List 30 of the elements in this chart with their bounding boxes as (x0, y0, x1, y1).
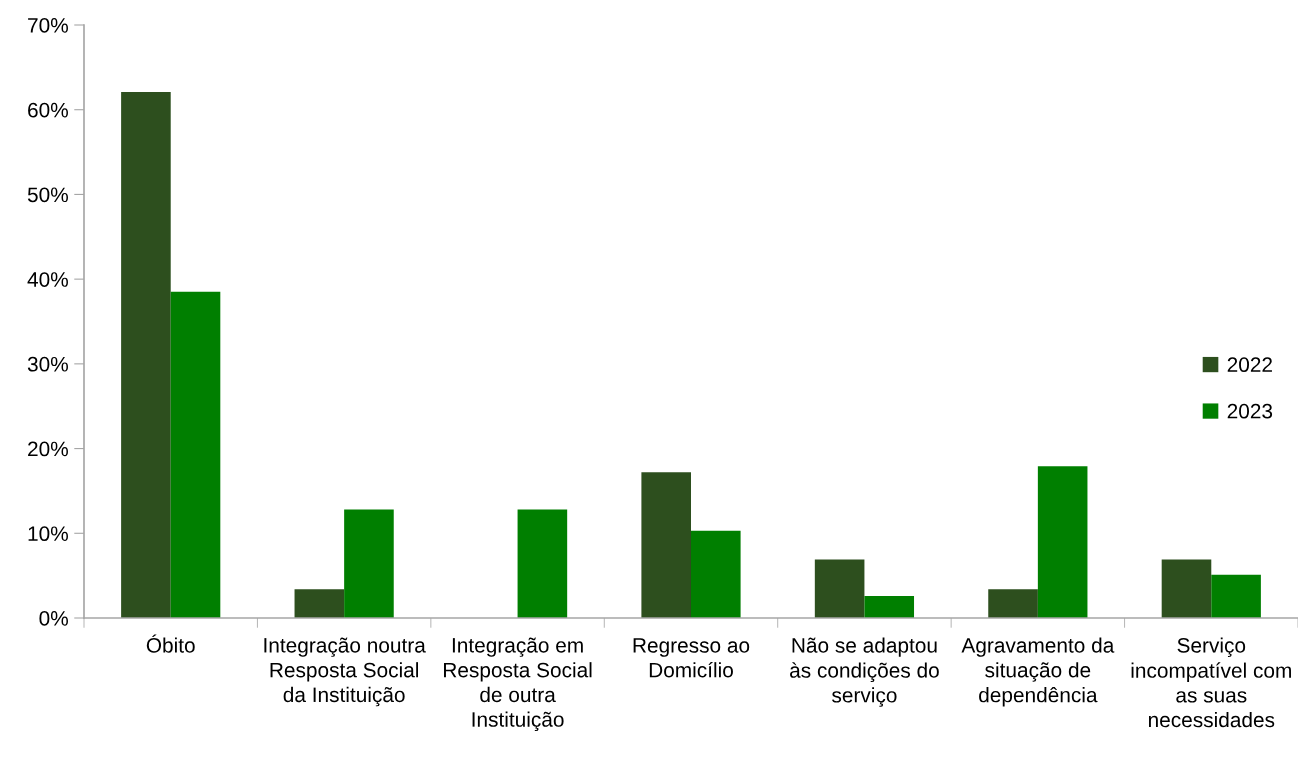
bar (864, 595, 915, 618)
bar (517, 509, 568, 618)
y-tick-label: 30% (27, 356, 68, 372)
x-tick-label: Integração noutra Resposta Social da Instituição (264, 637, 426, 707)
x-tick-label: Não se adaptou às condições do serviço (790, 637, 939, 707)
x-tick-label: Agravamento da situação de dependência (961, 637, 1115, 707)
bar (170, 291, 221, 618)
bar (294, 589, 345, 618)
x-tick-label: Regresso ao Domicílio (633, 638, 750, 678)
y-tick-label: 40% (27, 272, 68, 287)
y-tick-label: 20% (28, 441, 68, 457)
bar (691, 530, 741, 618)
legend-label: 2022 (1227, 357, 1272, 373)
bar (1211, 574, 1261, 618)
y-tick-label: 70% (28, 18, 68, 33)
y-tick-label: 0% (39, 611, 68, 626)
bar (641, 472, 691, 618)
y-tick-label: 50% (27, 187, 68, 203)
y-tick-label: 10% (28, 526, 68, 542)
bar (1161, 559, 1212, 618)
bar (121, 91, 171, 618)
x-tick-label: Serviço incompatível com as suas necessidades (1131, 637, 1291, 728)
bar (344, 509, 394, 618)
x-tick-label: Óbito (146, 634, 195, 653)
bar (988, 589, 1038, 618)
bar (1037, 466, 1088, 618)
legend-label: 2023 (1227, 403, 1273, 419)
bar (814, 559, 865, 618)
y-tick-label: 60% (28, 102, 68, 118)
x-tick-label: Integração em Resposta Social de outra Instituição (444, 637, 592, 732)
